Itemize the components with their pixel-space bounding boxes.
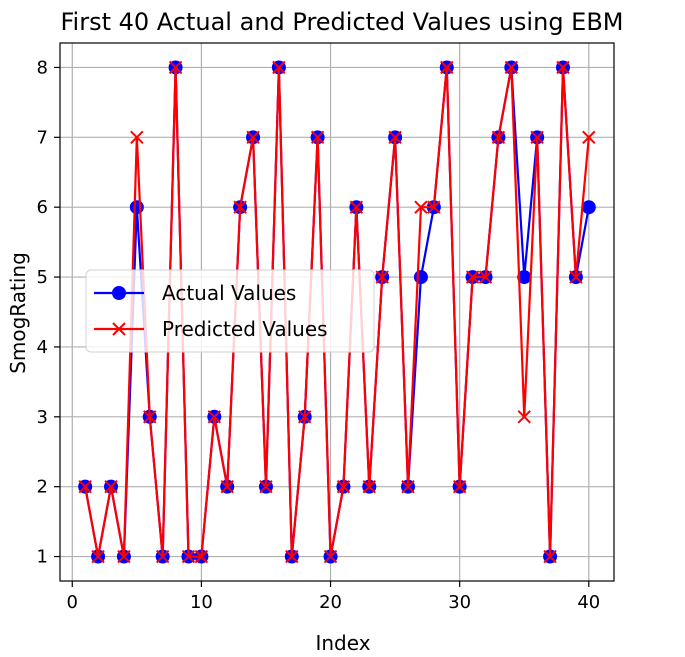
data-point (401, 479, 415, 494)
data-point (181, 549, 196, 564)
legend-item: Predicted Values (94, 317, 328, 341)
data-point (246, 130, 260, 145)
data-point (414, 200, 428, 214)
data-point (104, 479, 118, 494)
legend-label: Predicted Values (162, 317, 328, 341)
y-tick-label: 8 (37, 57, 48, 78)
legend: Actual Values Predicted Values (85, 269, 375, 353)
data-point (517, 410, 531, 424)
x-tick-label: 20 (319, 592, 342, 613)
x-tick-label: 10 (190, 592, 213, 613)
legend-marker (112, 286, 126, 300)
data-point (220, 479, 234, 494)
legend-box (85, 269, 375, 353)
y-tick-label: 6 (37, 197, 48, 218)
data-point (155, 549, 170, 564)
y-tick-label: 3 (37, 407, 48, 428)
x-tick-label: 0 (67, 592, 78, 613)
data-point (517, 270, 532, 285)
data-point (323, 549, 338, 564)
legend-label: Actual Values (162, 281, 296, 305)
data-point (465, 270, 480, 284)
data-point (530, 130, 544, 145)
data-point (413, 270, 428, 285)
data-point (375, 270, 389, 284)
y-tick-label: 2 (37, 477, 48, 498)
data-point (478, 270, 493, 284)
data-point (349, 200, 364, 214)
y-tick-label: 4 (37, 337, 48, 358)
data-point (117, 549, 131, 564)
chart-title: First 40 Actual and Predicted Values usi… (60, 8, 623, 36)
y-tick-label: 5 (37, 267, 48, 288)
y-tick-label: 7 (37, 127, 48, 148)
data-point (207, 410, 222, 424)
data-point (582, 130, 596, 145)
axis-ticks: 0 10 20 30 40 1 2 3 4 5 6 7 8 (37, 57, 601, 613)
data-point (130, 130, 144, 145)
data-point (388, 130, 402, 145)
data-point (129, 200, 144, 215)
data-point (168, 60, 183, 75)
data-point (91, 549, 105, 564)
data-point (581, 200, 596, 215)
data-point (556, 60, 570, 75)
data-point (298, 410, 312, 424)
data-point (285, 549, 299, 564)
data-point (78, 479, 92, 494)
data-point (440, 60, 454, 75)
y-axis-label: SmogRating (6, 252, 30, 374)
x-tick-label: 40 (577, 592, 600, 613)
data-point (233, 200, 247, 214)
data-point (143, 410, 157, 424)
data-point (543, 549, 557, 564)
plot-frame (59, 42, 615, 582)
y-tick-label: 1 (37, 547, 48, 568)
data-point (336, 479, 351, 494)
series-layer (78, 60, 596, 564)
legend-item: Actual Values (94, 281, 296, 305)
data-point (491, 130, 506, 145)
data-point (259, 479, 273, 494)
data-point (362, 479, 376, 494)
legend-marker (112, 322, 126, 336)
data-point (504, 60, 519, 75)
data-point (310, 130, 325, 145)
data-point (569, 270, 583, 284)
x-axis-label: Index (315, 631, 370, 655)
x-tick-label: 30 (448, 592, 471, 613)
data-point (452, 479, 467, 494)
data-point (194, 549, 209, 564)
data-point (272, 60, 286, 75)
data-point (427, 200, 441, 214)
